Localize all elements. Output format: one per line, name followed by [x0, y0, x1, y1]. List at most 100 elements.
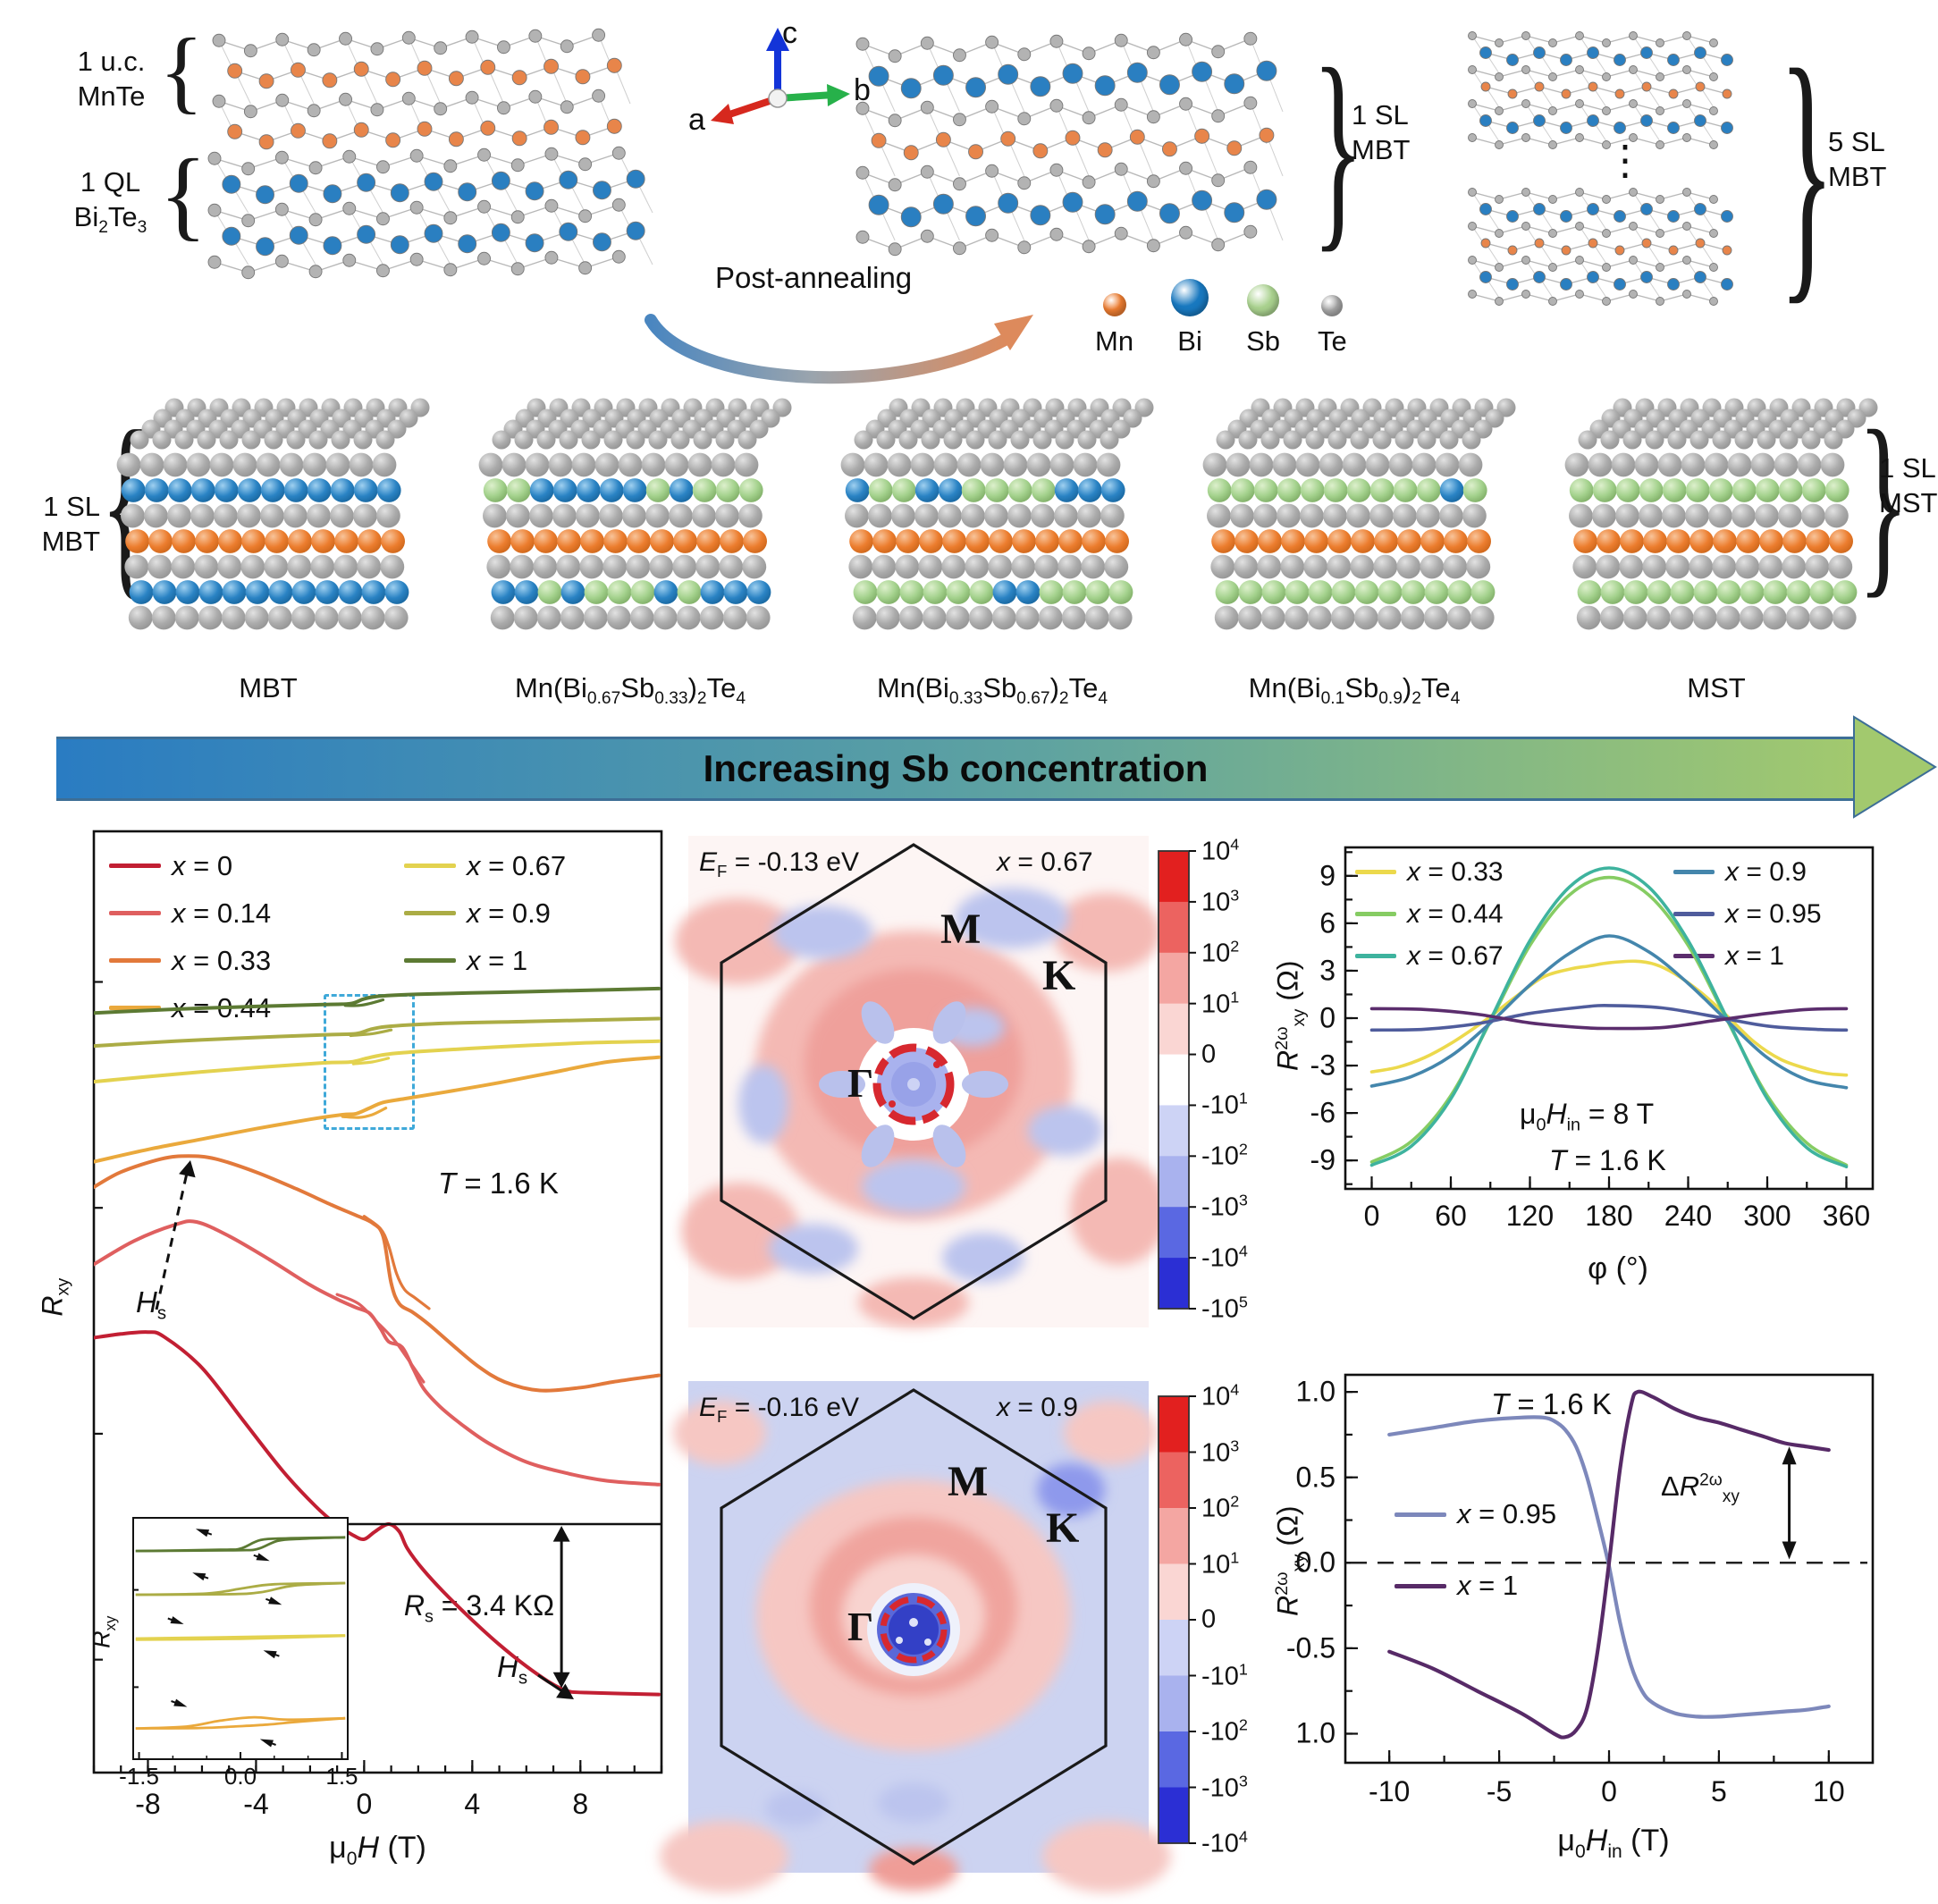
post-annealing-label: Post-annealing	[715, 261, 913, 294]
axis-b-label: b	[854, 73, 871, 107]
map2-colorbar	[1158, 1395, 1196, 1844]
atom-legend-item-Bi: Bi	[1171, 279, 1209, 358]
phi-plot	[1344, 846, 1875, 1191]
hin-xtick: -5	[1486, 1775, 1512, 1807]
phi-field-label: μ0Hin = 8 T	[1520, 1098, 1655, 1135]
phi-temp-label: T = 1.6 K	[1549, 1144, 1666, 1176]
crystal-block-1	[478, 398, 792, 630]
map2-ef-label: EF = -0.16 eV	[699, 1393, 859, 1426]
brace-1sl-mbt: }	[1312, 22, 1364, 271]
label-5sl-mbt: 5 SL MBT	[1828, 126, 1887, 192]
colorbar-tick: 104	[1201, 835, 1240, 866]
rxy-plot	[92, 830, 663, 1774]
legend-row: x = 0.95	[1395, 1491, 1556, 1538]
bi2te3-lattice	[207, 146, 653, 280]
vertical-dots: ⋮	[1605, 138, 1646, 183]
hin-delta-label: ΔR2ωxy	[1661, 1470, 1740, 1507]
colorbar-tick: -104	[1201, 1827, 1248, 1858]
hin-ytick: 0.0	[1295, 1546, 1336, 1579]
colorbar-tick: 104	[1201, 1380, 1240, 1411]
phi-xtick: 120	[1505, 1200, 1555, 1232]
phi-ytick: 9	[1319, 859, 1336, 892]
legend-row: x = 1	[1673, 935, 1822, 977]
crystal-block-label-2: Mn(Bi0.33Sb0.67)2Te4	[876, 672, 1108, 709]
crystal-block-label-1: Mn(Bi0.67Sb0.33)2Te4	[514, 672, 746, 709]
colorbar-tick: -103	[1201, 1772, 1248, 1802]
colorbar-tick: 101	[1201, 1548, 1240, 1579]
phi-xtick: 60	[1435, 1200, 1467, 1232]
label-middle-1sl-mbt: 1 SL MBT	[41, 491, 100, 557]
phi-ytick: 3	[1319, 954, 1336, 987]
phi-xtick: 360	[1822, 1200, 1871, 1232]
mbt-5sl-lattice-top	[1468, 31, 1733, 149]
hin-ytick: 1.0	[1295, 1375, 1336, 1408]
colorbar-tick: 102	[1201, 937, 1240, 968]
inset-xtick: 1.5	[325, 1763, 358, 1790]
phi-xtick: 0	[1363, 1200, 1380, 1232]
brace-1ql: {	[159, 139, 207, 250]
inset-xtick: -1.5	[119, 1763, 159, 1790]
phi-xtick: 180	[1585, 1200, 1633, 1232]
phi-ytick: 6	[1319, 906, 1336, 939]
legend-row: x = 0.44	[1355, 893, 1504, 935]
hin-temp-label: T = 1.6 K	[1491, 1387, 1612, 1420]
svg-text:K: K	[1046, 1504, 1079, 1552]
sb-banner-label: Increasing Sb concentration	[703, 747, 1209, 789]
colorbar-tick: 103	[1201, 1436, 1240, 1467]
rxy-xlabel: μ0H (T)	[329, 1831, 426, 1869]
svg-text:M: M	[948, 1458, 988, 1505]
inset-xtick: 0.0	[223, 1763, 257, 1790]
label-1uc-mnte: 1 u.c. MnTe	[77, 46, 146, 112]
rxy-xtick: 4	[464, 1788, 481, 1820]
phi-xlabel: φ (°)	[1588, 1251, 1648, 1285]
hin-legend: x = 0.95 x = 1	[1395, 1491, 1556, 1609]
phi-ytick: -9	[1310, 1143, 1336, 1176]
rxy-legend-col2: x = 0.67 x = 0.9 x = 1	[404, 842, 566, 984]
berry-map-x067: M K Γ	[675, 836, 1168, 1327]
legend-row: x = 0.67	[1355, 935, 1504, 977]
hin-xlabel: μ0Hin (T)	[1557, 1824, 1670, 1862]
brace-1uc: {	[159, 20, 204, 122]
legend-row: x = 0.14	[109, 889, 271, 937]
svg-text:K: K	[1042, 952, 1075, 999]
legend-row: x = 0	[109, 842, 271, 889]
mnte-lattice	[212, 28, 631, 150]
atom-legend-item-Sb: Sb	[1246, 284, 1280, 358]
colorbar-tick: 101	[1201, 988, 1240, 1018]
svg-text:Γ: Γ	[847, 1604, 873, 1649]
crystal-block-label-4: MST	[1687, 672, 1746, 703]
map2-x-label: x = 0.9	[997, 1393, 1078, 1422]
legend-row: x = 0.33	[109, 937, 271, 984]
legend-row: x = 0.67	[404, 842, 566, 889]
colorbar-tick: -102	[1201, 1715, 1248, 1747]
hin-annotations	[1782, 1446, 1797, 1560]
axis-c-label: c	[782, 16, 797, 50]
crystal-block-3	[1202, 398, 1516, 630]
map1-x-label: x = 0.67	[997, 847, 1093, 877]
rxy-xtick: 0	[356, 1788, 373, 1820]
colorbar-tick: -105	[1201, 1293, 1248, 1324]
colorbar-tick: -101	[1201, 1090, 1248, 1120]
legend-row: x = 0.9	[404, 889, 566, 937]
phi-legend-col2: x = 0.9 x = 0.95 x = 1	[1673, 851, 1822, 977]
rxy-rs-label: Rs = 3.4 KΩ	[403, 1589, 554, 1627]
phi-ytick: 0	[1319, 1001, 1336, 1034]
colorbar-tick: 102	[1201, 1492, 1240, 1523]
sb-banner-arrowhead	[1853, 715, 1937, 819]
crystal-block-2	[840, 398, 1154, 630]
rxy-xtick: -8	[135, 1788, 161, 1820]
crystal-block-label-0: MBT	[239, 672, 298, 703]
phi-xtick: 240	[1664, 1200, 1713, 1232]
legend-row: x = 0.95	[1673, 893, 1822, 935]
atom-legend-item-Te: Te	[1318, 295, 1347, 358]
sb-banner: Increasing Sb concentration	[56, 737, 1855, 801]
rxy-xtick: -4	[243, 1788, 269, 1820]
hin-plot	[1344, 1373, 1875, 1765]
colorbar-tick: 0	[1201, 1605, 1217, 1634]
map1-colorbar	[1158, 850, 1196, 1310]
rxy-ylabel: Rxy	[36, 1277, 73, 1317]
hin-xtick: 0	[1601, 1775, 1617, 1807]
label-1sl-mbt: 1 SL MBT	[1352, 99, 1411, 165]
colorbar-tick: -104	[1201, 1242, 1248, 1273]
